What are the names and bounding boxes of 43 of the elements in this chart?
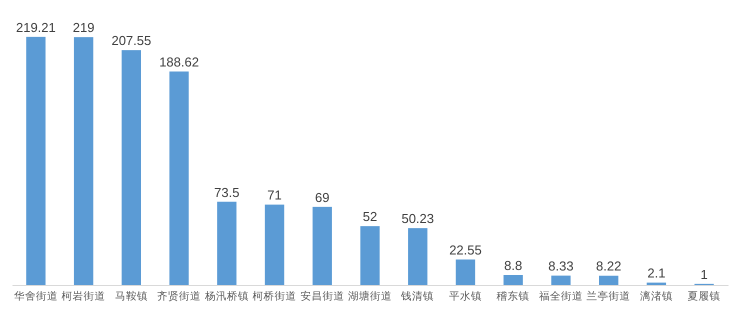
- data-label: 50.23: [401, 211, 434, 226]
- x-tick-label: 杨汛桥镇: [204, 290, 249, 302]
- data-label: 207.55: [111, 33, 152, 48]
- bar: [74, 37, 94, 285]
- x-tick-label: 湖塘街道: [348, 290, 392, 302]
- data-label: 2.1: [647, 266, 666, 281]
- x-tick-label: 柯桥街道: [252, 290, 297, 302]
- data-label: 1: [700, 266, 708, 282]
- x-tick-label: 华舍街道: [14, 290, 58, 302]
- bar: [551, 276, 571, 285]
- x-tick-label: 安昌街道: [300, 290, 344, 302]
- data-label: 219.21: [16, 20, 56, 35]
- data-label: 22.55: [449, 242, 482, 258]
- data-label: 52: [362, 209, 378, 224]
- bar: [408, 228, 428, 285]
- x-tick-label: 兰亭街道: [586, 290, 631, 302]
- x-tick-label: 齐贤街道: [157, 290, 202, 302]
- x-tick-label: 夏履镇: [688, 290, 721, 302]
- bar: [122, 50, 141, 285]
- bar: [504, 275, 523, 285]
- bar: [360, 226, 380, 285]
- bar: [26, 36, 46, 285]
- x-tick-label: 稽东镇: [496, 290, 530, 302]
- bar: [217, 202, 236, 285]
- data-label: 69: [315, 190, 330, 205]
- x-tick-label: 钱清镇: [400, 290, 434, 302]
- data-label: 73.5: [214, 184, 240, 200]
- bar: [264, 204, 284, 285]
- data-label: 8.33: [548, 258, 574, 274]
- x-tick-label: 平水镇: [448, 290, 482, 302]
- bar: [312, 206, 332, 285]
- bar: [169, 72, 189, 285]
- data-label: 71: [267, 188, 282, 203]
- data-label: 188.62: [159, 54, 199, 70]
- data-label: 219: [72, 20, 94, 36]
- bar: [599, 276, 618, 285]
- x-tick-label: 漓渚镇: [640, 290, 673, 302]
- data-label: 8.8: [504, 258, 522, 274]
- x-tick-label: 福全街道: [538, 290, 583, 302]
- x-tick-label: 柯岩街道: [62, 290, 106, 302]
- x-tick-label: 马鞍镇: [114, 290, 148, 302]
- data-label: 8.22: [596, 258, 622, 274]
- bar: [456, 259, 476, 285]
